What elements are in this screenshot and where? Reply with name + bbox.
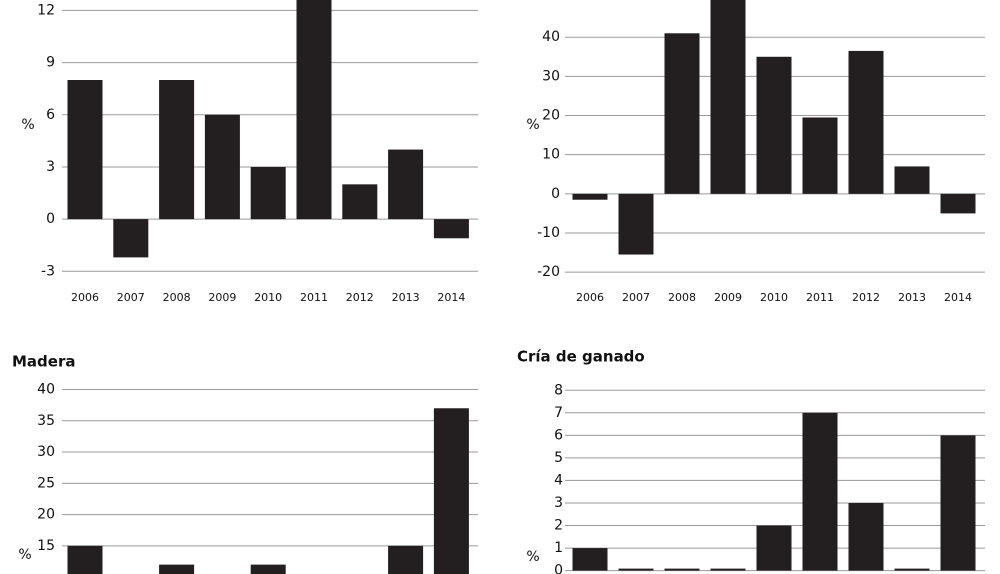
y-tick-label: 4 (554, 472, 563, 488)
bar (618, 568, 654, 571)
bar (664, 33, 700, 194)
bar (710, 0, 746, 194)
y-tick-label: 15 (37, 538, 55, 554)
bar (572, 193, 608, 200)
bar (572, 548, 608, 571)
y-tick-label: 12 (37, 2, 55, 18)
y-tick-label: 30 (37, 444, 55, 460)
bar (710, 568, 746, 571)
bars (67, 408, 469, 574)
bar (250, 166, 286, 220)
bar (802, 117, 838, 194)
x-tick-label: 2006 (71, 291, 99, 304)
x-tick-label: 2007 (622, 291, 650, 304)
y-tick-label: 3 (46, 159, 55, 175)
chart: % -20 -10 0 10 20 30 40 2006 2007 2008 2009 2010 2011… (526, 0, 985, 304)
y-tick-label: 1 (554, 540, 563, 556)
y-tick-label: 40 (542, 29, 560, 45)
chart: Cría de ganado% 0 1 2 3 4 5 6 7 8 (517, 348, 985, 574)
bar (204, 114, 240, 220)
bar (848, 50, 884, 194)
x-tick-label: 2007 (117, 291, 145, 304)
y-tick-label: 8 (554, 382, 563, 398)
y-axis-label: % (526, 549, 539, 565)
y-tick-label: -10 (537, 225, 560, 241)
y-tick-label: 6 (46, 107, 55, 123)
bar (848, 502, 884, 571)
bar (894, 568, 930, 571)
bar (940, 435, 976, 571)
y-axis-label: % (18, 547, 31, 563)
bars (572, 412, 976, 571)
x-tick-label: 2013 (392, 291, 420, 304)
x-tick-label: 2008 (668, 291, 696, 304)
bar (159, 564, 195, 574)
y-tick-label: 20 (542, 108, 560, 124)
bar (250, 564, 286, 574)
x-tick-label: 2008 (163, 291, 191, 304)
chart-title: Cría de ganado (517, 348, 645, 366)
x-tick-label: 2011 (300, 291, 328, 304)
x-tick-label: 2013 (898, 291, 926, 304)
x-tick-label: 2009 (714, 291, 742, 304)
bar (113, 219, 149, 258)
bar (433, 219, 469, 239)
bar (433, 408, 469, 574)
bar (940, 193, 976, 214)
bar (894, 166, 930, 194)
bars (67, 0, 469, 258)
y-tick-label: -20 (537, 264, 560, 280)
y-tick-label: -3 (41, 263, 55, 279)
chart: Madera% 15 20 25 30 35 40 (12, 353, 478, 574)
y-tick-label: 10 (542, 147, 560, 163)
bar (802, 412, 838, 571)
y-tick-label: 0 (551, 186, 560, 202)
y-tick-label: 6 (554, 427, 563, 443)
bar (159, 80, 195, 220)
x-tick-label: 2010 (254, 291, 282, 304)
y-tick-label: 30 (542, 68, 560, 84)
bar (756, 525, 792, 571)
y-tick-label: 35 (37, 413, 55, 429)
bar (67, 80, 103, 220)
y-tick-label: 20 (37, 507, 55, 523)
y-tick-label: 0 (554, 563, 563, 574)
bar (67, 545, 103, 574)
bar (388, 545, 424, 574)
x-tick-label: 2014 (944, 291, 972, 304)
bar (756, 56, 792, 194)
x-tick-label: 2010 (760, 291, 788, 304)
y-axis-label: % (21, 117, 34, 133)
y-tick-label: 2 (554, 518, 563, 534)
chart-title: Madera (12, 353, 75, 371)
x-tick-label: 2014 (437, 291, 465, 304)
y-tick-label: 25 (37, 475, 55, 491)
bar (342, 184, 378, 220)
x-tick-label: 2009 (208, 291, 236, 304)
y-tick-label: 7 (554, 405, 563, 421)
x-tick-label: 2006 (576, 291, 604, 304)
y-tick-label: 5 (554, 450, 563, 466)
bars (572, 0, 976, 255)
bar (664, 568, 700, 571)
y-tick-label: 40 (37, 382, 55, 398)
x-tick-label: 2012 (346, 291, 374, 304)
y-tick-label: 3 (554, 495, 563, 511)
bar (296, 0, 332, 220)
x-tick-label: 2012 (852, 291, 880, 304)
x-tick-label: 2011 (806, 291, 834, 304)
y-axis-label: % (526, 117, 539, 133)
chart: % -3 0 3 6 9 12 2006 2007 2008 2009 2010 2011 2012 201… (21, 0, 478, 304)
y-tick-label: 0 (46, 211, 55, 227)
bar (618, 193, 654, 255)
bar (388, 149, 424, 220)
y-tick-label: 9 (46, 55, 55, 71)
